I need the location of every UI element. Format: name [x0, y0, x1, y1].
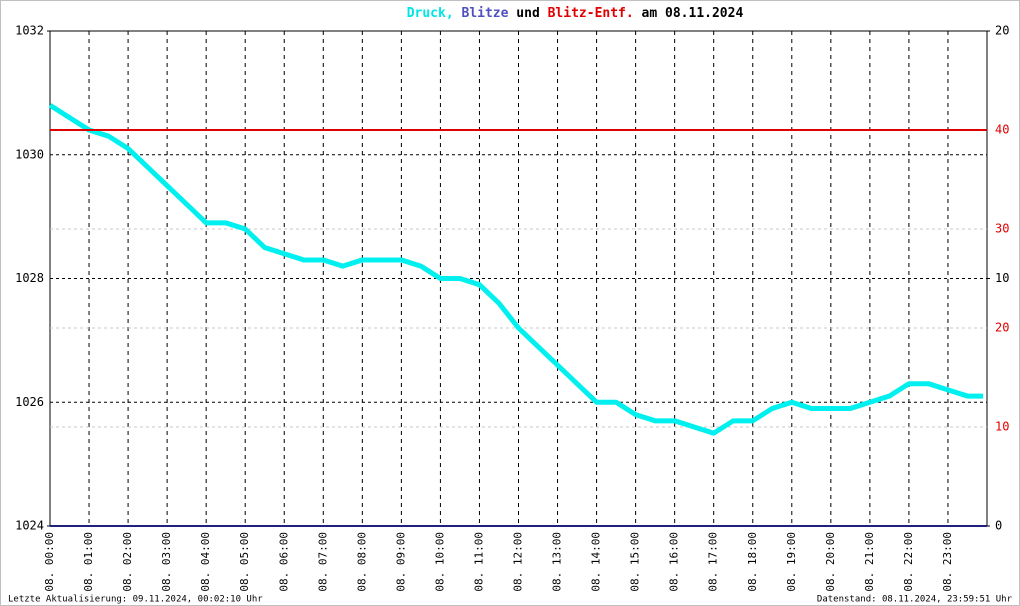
x-tick-label: 08. 22:00: [902, 532, 915, 592]
y2-tick-label: 40: [995, 123, 1009, 137]
x-tick-label: 08. 08:00: [355, 532, 368, 592]
y-tick-label: 1024: [15, 519, 44, 533]
x-tick-label: 08. 11:00: [472, 532, 485, 592]
x-tick-label: 08. 15:00: [629, 532, 642, 592]
x-tick-label: 08. 02:00: [121, 532, 134, 592]
data-line: [48, 103, 984, 436]
y-tick-label: 1028: [15, 271, 44, 285]
y3-tick-label: 10: [995, 271, 1009, 285]
y-tick-label: 1026: [15, 395, 44, 409]
x-tick-label: 08. 23:00: [941, 532, 954, 592]
y-tick-label: 1032: [15, 24, 44, 38]
x-tick-label: 08. 12:00: [512, 532, 525, 592]
x-tick-label: 08. 03:00: [160, 532, 173, 592]
x-tick-label: 08. 13:00: [551, 532, 564, 592]
x-tick-label: 08. 19:00: [785, 532, 798, 592]
y-tick-label: 1030: [15, 147, 44, 161]
title-part: Blitz-Entf.: [548, 6, 634, 21]
title-part: und: [516, 6, 539, 21]
x-tick-label: 08. 09:00: [394, 532, 407, 592]
x-tick-label: 08. 18:00: [746, 532, 759, 592]
title-part: Druck,: [407, 6, 454, 21]
y3-tick-label: 20: [995, 24, 1009, 38]
x-tick-label: 08. 01:00: [82, 532, 95, 592]
x-tick-label: 08. 00:00: [43, 532, 56, 592]
x-tick-label: 08. 10:00: [433, 532, 446, 592]
x-tick-label: 08. 21:00: [863, 532, 876, 592]
x-tick-label: 08. 20:00: [824, 532, 837, 592]
y2-tick-label: 10: [995, 420, 1009, 434]
x-tick-label: 08. 05:00: [238, 532, 251, 592]
chart-title: Druck, Blitze und Blitz-Entf. am 08.11.2…: [407, 6, 744, 21]
x-tick-label: 08. 06:00: [277, 532, 290, 592]
x-tick-label: 08. 04:00: [199, 532, 212, 592]
x-tick-label: 08. 16:00: [668, 532, 681, 592]
y2-tick-label: 20: [995, 321, 1009, 335]
title-part: am 08.11.2024: [642, 6, 744, 21]
footer-right: Datenstand: 08.11.2024, 23:59:51 Uhr: [817, 595, 1013, 605]
x-tick-label: 08. 17:00: [707, 532, 720, 592]
x-tick-label: 08. 07:00: [316, 532, 329, 592]
title-part: Blitze: [462, 6, 509, 21]
x-tick-label: 08. 14:00: [590, 532, 603, 592]
footer-left: Letzte Aktualisierung: 09.11.2024, 00:02…: [8, 595, 263, 605]
y2-tick-label: 30: [995, 222, 1009, 236]
y3-tick-label: 0: [995, 519, 1002, 533]
